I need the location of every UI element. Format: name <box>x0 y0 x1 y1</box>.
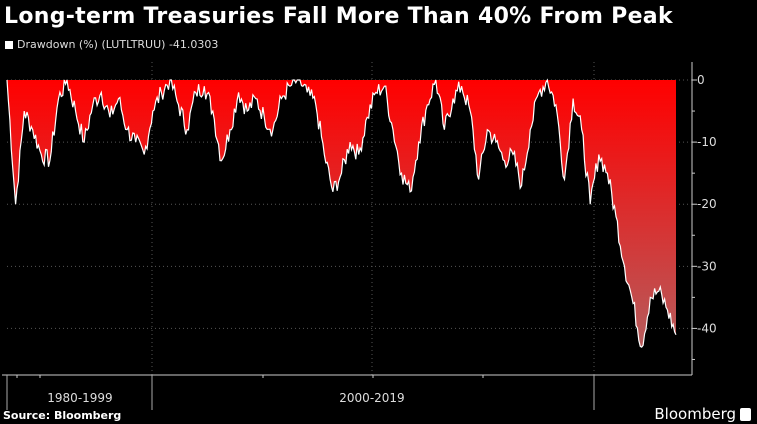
legend-swatch <box>5 40 13 49</box>
chart-title: Long-term Treasuries Fall More Than 40% … <box>4 4 673 29</box>
y-tick-label: 0 <box>697 73 705 87</box>
bloomberg-logo: Bloomberg <box>654 405 751 423</box>
legend: Drawdown (%) (LUTLTRUU) -41.0303 <box>5 38 218 51</box>
drawdown-area <box>7 80 676 348</box>
x-period-label: 2000-2019 <box>339 391 404 405</box>
y-tick-label: -20 <box>697 197 717 211</box>
drawdown-line <box>6 78 677 348</box>
source-note: Source: Bloomberg <box>3 409 122 422</box>
y-tick-label: -10 <box>697 135 717 149</box>
y-tick-label: -40 <box>697 321 717 335</box>
x-period-label: 1980-1999 <box>47 391 112 405</box>
brand-text: Bloomberg <box>654 405 736 423</box>
legend-label: Drawdown (%) (LUTLTRUU) -41.0303 <box>17 38 219 51</box>
bloomberg-logo-icon <box>740 407 751 421</box>
y-tick-label: -30 <box>697 259 717 273</box>
